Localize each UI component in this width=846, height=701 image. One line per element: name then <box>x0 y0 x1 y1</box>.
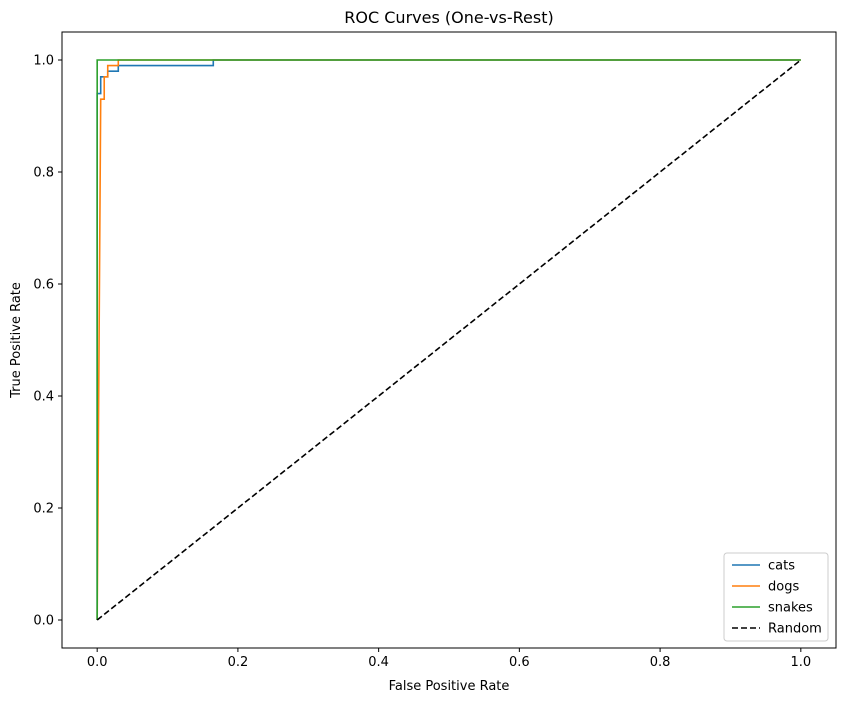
series-line-snakes <box>96 59 801 620</box>
y-tick-label: 0.0 <box>33 614 54 629</box>
legend-label-dogs: dogs <box>768 580 799 595</box>
series-line-random <box>96 59 802 621</box>
x-tick-label: 0.4 <box>368 655 389 670</box>
legend-label-random: Random <box>768 622 822 637</box>
y-tick-label: 0.2 <box>33 502 54 517</box>
series-line-dogs <box>96 59 801 621</box>
chart-title: ROC Curves (One-vs-Rest) <box>344 8 553 27</box>
plot-area <box>61 31 837 649</box>
y-tick-label: 0.8 <box>33 166 54 181</box>
y-tick-label: 0.6 <box>33 278 54 293</box>
legend-label-cats: cats <box>768 559 795 574</box>
x-tick-label: 0.6 <box>509 655 530 670</box>
legend: cats dogs snakes Random <box>723 552 829 642</box>
x-axis-ticks: 0.0 0.2 0.4 0.6 0.8 1.0 <box>87 648 811 670</box>
y-tick-label: 1.0 <box>33 54 54 69</box>
legend-box <box>723 552 829 642</box>
series-layer <box>96 59 802 621</box>
axes-frame <box>61 31 837 649</box>
x-tick-label: 1.0 <box>790 655 811 670</box>
x-tick-label: 0.2 <box>228 655 249 670</box>
y-axis-label: True Positive Rate <box>9 282 24 399</box>
legend-label-snakes: snakes <box>768 601 813 616</box>
x-tick-label: 0.8 <box>650 655 671 670</box>
x-axis-label: False Positive Rate <box>389 679 510 694</box>
y-axis-ticks: 0.0 0.2 0.4 0.6 0.8 1.0 <box>33 54 62 629</box>
y-tick-label: 0.4 <box>33 390 54 405</box>
x-tick-label: 0.0 <box>87 655 108 670</box>
